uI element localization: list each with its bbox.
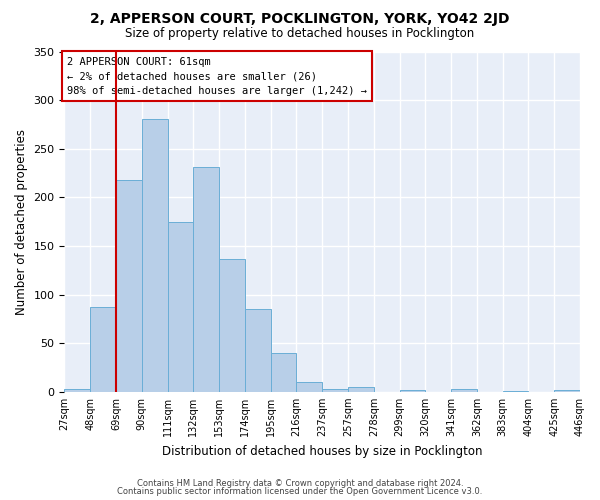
Bar	[503, 391, 529, 392]
Bar	[296, 382, 322, 392]
Bar	[116, 180, 142, 392]
Bar	[219, 258, 245, 392]
Bar	[451, 389, 477, 392]
Text: 2, APPERSON COURT, POCKLINGTON, YORK, YO42 2JD: 2, APPERSON COURT, POCKLINGTON, YORK, YO…	[90, 12, 510, 26]
Bar	[64, 389, 90, 392]
X-axis label: Distribution of detached houses by size in Pocklington: Distribution of detached houses by size …	[162, 444, 482, 458]
Y-axis label: Number of detached properties: Number of detached properties	[15, 128, 28, 314]
Bar	[90, 307, 116, 392]
Bar	[400, 390, 425, 392]
Text: Contains public sector information licensed under the Open Government Licence v3: Contains public sector information licen…	[118, 487, 482, 496]
Bar	[142, 118, 167, 392]
Bar	[322, 389, 348, 392]
Bar	[193, 167, 219, 392]
Text: 2 APPERSON COURT: 61sqm
← 2% of detached houses are smaller (26)
98% of semi-det: 2 APPERSON COURT: 61sqm ← 2% of detached…	[67, 56, 367, 96]
Bar	[554, 390, 580, 392]
Bar	[271, 353, 296, 392]
Bar	[348, 387, 374, 392]
Bar	[245, 309, 271, 392]
Text: Size of property relative to detached houses in Pocklington: Size of property relative to detached ho…	[125, 28, 475, 40]
Bar	[167, 222, 193, 392]
Text: Contains HM Land Registry data © Crown copyright and database right 2024.: Contains HM Land Registry data © Crown c…	[137, 478, 463, 488]
